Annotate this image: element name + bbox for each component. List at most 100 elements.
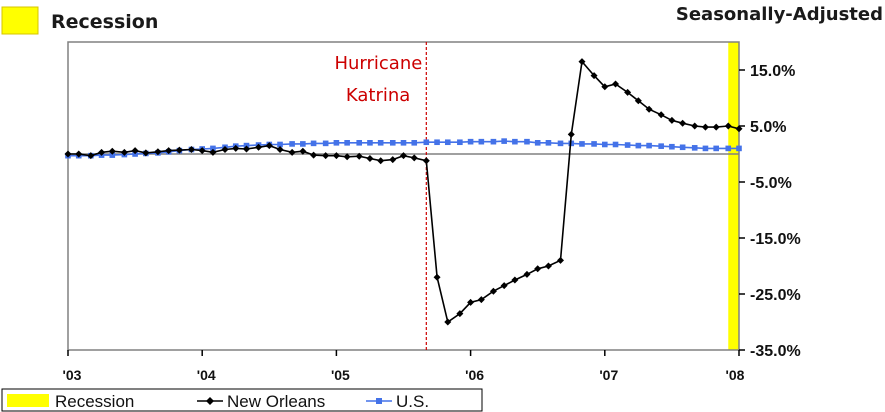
data-point-new-orleans <box>400 152 407 160</box>
series-layer <box>64 58 743 326</box>
data-point-u-s <box>300 141 306 147</box>
x-tick-label: '05 <box>331 367 350 383</box>
data-point-u-s <box>322 140 329 147</box>
x-axis: '03 '04 '05 '06 '07 '08 <box>63 350 745 383</box>
data-point-new-orleans <box>489 287 497 295</box>
data-point-u-s <box>310 140 317 147</box>
data-point-new-orleans <box>165 147 173 155</box>
data-point-u-s <box>444 139 451 146</box>
data-point-u-s <box>210 145 216 152</box>
legend-us-label: U.S. <box>396 392 429 411</box>
y-axis: 15.0% 5.0% -5.0% -15.0% -25.0% -35.0% <box>739 63 801 360</box>
data-point-u-s <box>457 139 463 146</box>
data-point-u-s <box>679 144 686 151</box>
data-point-u-s <box>524 138 530 145</box>
data-point-new-orleans <box>299 147 307 155</box>
data-point-u-s <box>557 140 564 147</box>
legend-recession-label: Recession <box>55 392 134 411</box>
recession-band <box>728 42 739 350</box>
data-point-new-orleans <box>735 125 743 133</box>
data-point-u-s <box>602 141 608 148</box>
data-point-u-s <box>736 145 742 152</box>
data-point-new-orleans <box>276 146 284 154</box>
data-point-new-orleans <box>75 150 83 158</box>
data-point-u-s <box>512 138 518 145</box>
data-point-u-s <box>467 138 474 145</box>
data-point-u-s <box>367 140 373 146</box>
legend: Recession New Orleans U.S. <box>1 388 483 412</box>
data-point-new-orleans <box>444 318 452 326</box>
data-point-new-orleans <box>477 296 485 304</box>
data-point-new-orleans <box>343 153 351 161</box>
data-point-u-s <box>277 141 283 148</box>
data-point-new-orleans <box>142 149 150 157</box>
data-point-new-orleans <box>131 147 139 155</box>
x-tick-label: '07 <box>599 367 618 383</box>
data-point-u-s <box>423 139 430 146</box>
data-point-new-orleans <box>534 265 542 273</box>
data-point-new-orleans <box>612 80 620 88</box>
data-point-new-orleans <box>377 157 385 165</box>
x-tick-label: '04 <box>197 367 216 383</box>
x-tick-label: '06 <box>465 367 484 383</box>
data-point-u-s <box>411 140 418 146</box>
data-point-new-orleans <box>209 148 217 156</box>
data-point-new-orleans <box>410 154 418 162</box>
data-point-u-s <box>545 140 552 146</box>
data-point-new-orleans <box>87 152 95 160</box>
data-point-new-orleans <box>601 83 609 91</box>
data-point-new-orleans <box>389 156 397 164</box>
data-point-u-s <box>434 139 440 146</box>
data-point-u-s <box>490 138 497 145</box>
data-point-new-orleans <box>691 122 699 130</box>
data-point-new-orleans <box>310 151 318 159</box>
data-point-u-s <box>624 142 631 148</box>
data-point-u-s <box>635 142 642 149</box>
chart-subtitle: Seasonally-Adjusted <box>676 4 883 25</box>
data-point-new-orleans <box>523 270 531 278</box>
data-point-new-orleans <box>578 58 586 66</box>
data-point-new-orleans <box>265 142 273 150</box>
data-point-new-orleans <box>422 157 430 165</box>
legend-new-orleans-label: New Orleans <box>227 392 325 411</box>
data-point-new-orleans <box>322 152 330 160</box>
x-tick-label: '03 <box>63 367 82 383</box>
data-point-new-orleans <box>242 145 250 153</box>
data-point-new-orleans <box>332 152 340 160</box>
data-point-new-orleans <box>544 262 552 270</box>
data-point-new-orleans <box>232 144 240 152</box>
data-point-u-s <box>534 140 541 146</box>
data-point-new-orleans <box>701 123 709 131</box>
data-point-u-s <box>109 152 116 158</box>
data-point-new-orleans <box>467 298 475 306</box>
data-point-u-s <box>377 140 384 146</box>
data-point-new-orleans <box>120 148 128 156</box>
data-point-new-orleans <box>355 152 363 160</box>
data-point-new-orleans <box>668 116 676 124</box>
annotation-katrina: Katrina <box>346 85 410 106</box>
data-point-new-orleans <box>500 282 508 290</box>
data-point-new-orleans <box>624 88 632 96</box>
legend-frame <box>1 388 483 412</box>
data-point-u-s <box>389 140 396 146</box>
data-point-u-s <box>702 145 709 152</box>
recession-key-label: Recession <box>51 11 158 33</box>
data-point-new-orleans <box>187 146 195 154</box>
data-point-new-orleans <box>221 146 229 154</box>
data-point-new-orleans <box>288 148 296 156</box>
data-point-u-s <box>691 145 698 151</box>
data-point-u-s <box>579 141 585 147</box>
data-point-u-s <box>669 143 675 150</box>
data-point-new-orleans <box>590 72 598 80</box>
y-tick-label: -35.0% <box>750 343 801 360</box>
data-point-u-s <box>289 141 295 147</box>
data-point-u-s <box>333 140 340 146</box>
data-point-u-s <box>646 142 652 149</box>
data-point-new-orleans <box>567 130 575 138</box>
data-point-new-orleans <box>366 154 374 162</box>
legend-recession-swatch <box>7 394 49 407</box>
data-point-new-orleans <box>433 273 441 281</box>
data-point-u-s <box>658 143 664 149</box>
data-point-new-orleans <box>712 123 720 131</box>
